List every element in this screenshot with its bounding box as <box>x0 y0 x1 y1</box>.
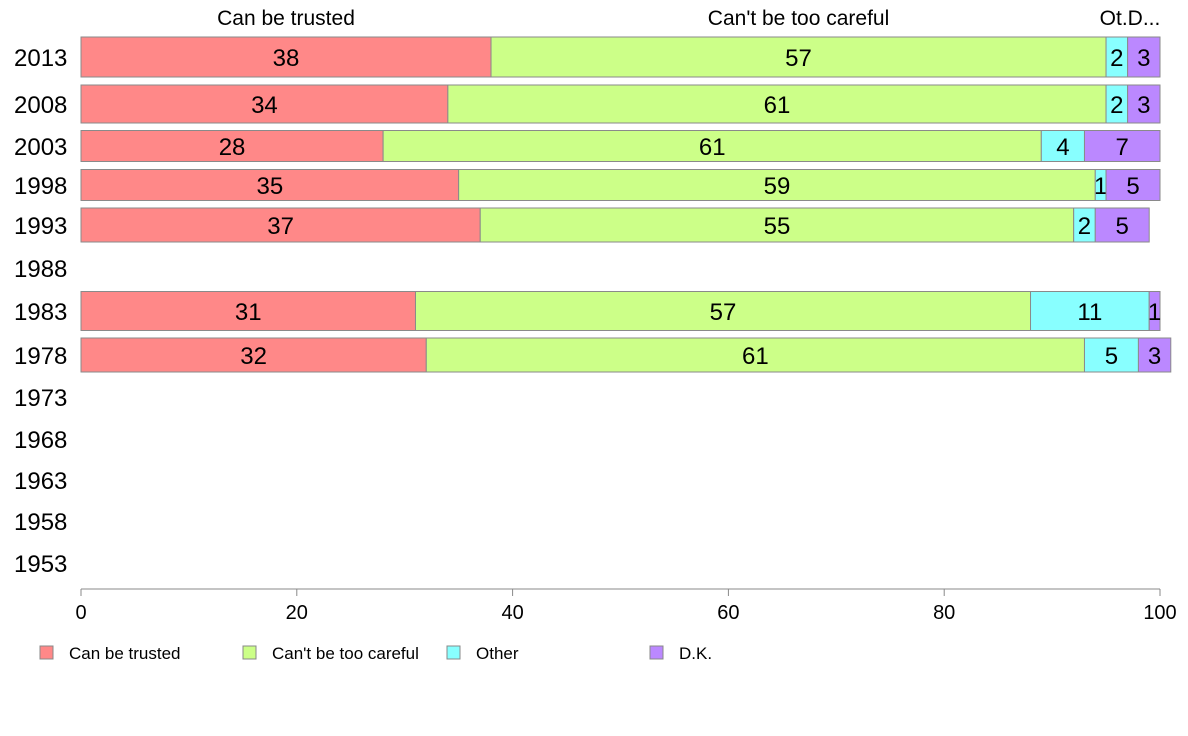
year-label: 1978 <box>14 343 67 370</box>
column-header: Can't be too careful <box>708 7 889 30</box>
bar-segment <box>80 207 481 243</box>
year-label: 1998 <box>14 173 67 200</box>
data-label: 5 <box>1126 173 1139 200</box>
bar-segment <box>1148 291 1161 331</box>
data-label: 7 <box>1116 134 1129 161</box>
bar-segment <box>1083 337 1139 373</box>
bar-segment <box>1094 207 1150 243</box>
x-tick-label: 40 <box>501 602 523 624</box>
data-label: 57 <box>710 299 737 326</box>
data-label: 59 <box>764 173 791 200</box>
bar-segment <box>414 291 1032 331</box>
data-label: 2 <box>1110 45 1123 72</box>
x-axis: 0 20 40 60 80 100 <box>75 588 1177 624</box>
data-label: 55 <box>764 213 791 240</box>
x-tick-label: 100 <box>1143 602 1176 624</box>
year-label: 1973 <box>14 385 67 412</box>
column-header: Ot.D... <box>1100 7 1161 30</box>
legend-swatch <box>242 645 257 660</box>
legend-label: D.K. <box>679 644 712 663</box>
data-label: 61 <box>699 134 726 161</box>
bar-segment <box>1127 84 1161 124</box>
bar-segment <box>1127 36 1161 78</box>
year-labels: 2013 2008 2003 1998 1993 1988 1983 1978 1973 1968… <box>14 45 67 578</box>
data-label: 3 <box>1148 343 1161 370</box>
legend-swatch <box>39 645 54 660</box>
x-tick-label: 0 <box>75 602 86 624</box>
column-headers: Can be trusted Can't be too careful Ot.D..… <box>217 7 1160 30</box>
data-label: 3 <box>1137 45 1150 72</box>
bar-segment <box>80 84 449 124</box>
bar-segment <box>1040 130 1085 162</box>
data-label: 32 <box>240 343 267 370</box>
bar-segment <box>479 207 1075 243</box>
legend-label: Can be trusted <box>69 644 181 663</box>
data-label: 11 <box>1077 299 1102 326</box>
year-label: 1958 <box>14 509 67 536</box>
bar-segment <box>1105 169 1161 201</box>
bar-segment <box>80 169 460 201</box>
bar-segment <box>1137 337 1172 373</box>
year-label: 2013 <box>14 45 67 72</box>
year-label: 1988 <box>14 256 67 283</box>
year-label: 1953 <box>14 551 67 578</box>
data-label: 57 <box>785 45 812 72</box>
data-label: 61 <box>764 92 791 119</box>
bar-segment <box>382 130 1042 162</box>
bar-segment <box>80 130 384 162</box>
year-label: 2003 <box>14 134 67 161</box>
legend: Can be trusted Can't be too careful Other D… <box>39 644 712 663</box>
data-label: 5 <box>1116 213 1129 240</box>
year-label: 1963 <box>14 468 67 495</box>
data-label: 28 <box>219 134 246 161</box>
data-label: 37 <box>267 213 294 240</box>
column-header: Can be trusted <box>217 7 355 30</box>
bar-segment <box>490 36 1107 78</box>
data-label: 4 <box>1056 134 1069 161</box>
legend-label: Other <box>476 644 519 663</box>
legend-label: Can't be too careful <box>272 644 419 663</box>
data-label: 1 <box>1148 299 1161 326</box>
legend-swatch <box>446 645 461 660</box>
data-label: 5 <box>1105 343 1118 370</box>
data-label: 34 <box>251 92 278 119</box>
bar-segment <box>425 337 1085 373</box>
data-label: 35 <box>256 173 283 200</box>
bars: 38 57 2 334 61 2 328 61 4 735 59 1 537 55 2 531 57 11 132 6… <box>80 36 1172 373</box>
year-label: 1993 <box>14 213 67 240</box>
bar-segment <box>1083 130 1161 162</box>
year-label: 2008 <box>14 92 67 119</box>
data-label: 3 <box>1137 92 1150 119</box>
x-tick-label: 80 <box>933 602 955 624</box>
data-label: 1 <box>1094 173 1107 200</box>
bar-segment <box>458 169 1096 201</box>
data-label: 2 <box>1110 92 1123 119</box>
year-label: 1968 <box>14 427 67 454</box>
data-label: 61 <box>742 343 769 370</box>
x-tick-label: 60 <box>717 602 739 624</box>
legend-swatch <box>649 645 664 660</box>
data-label: 38 <box>273 45 300 72</box>
bar-segment <box>447 84 1107 124</box>
year-label: 1983 <box>14 299 67 326</box>
data-label: 31 <box>235 299 262 326</box>
bar-segment <box>80 337 427 373</box>
data-label: 2 <box>1078 213 1091 240</box>
bar-segment <box>1030 291 1150 331</box>
x-tick-label: 20 <box>286 602 308 624</box>
bar-segment <box>80 36 492 78</box>
